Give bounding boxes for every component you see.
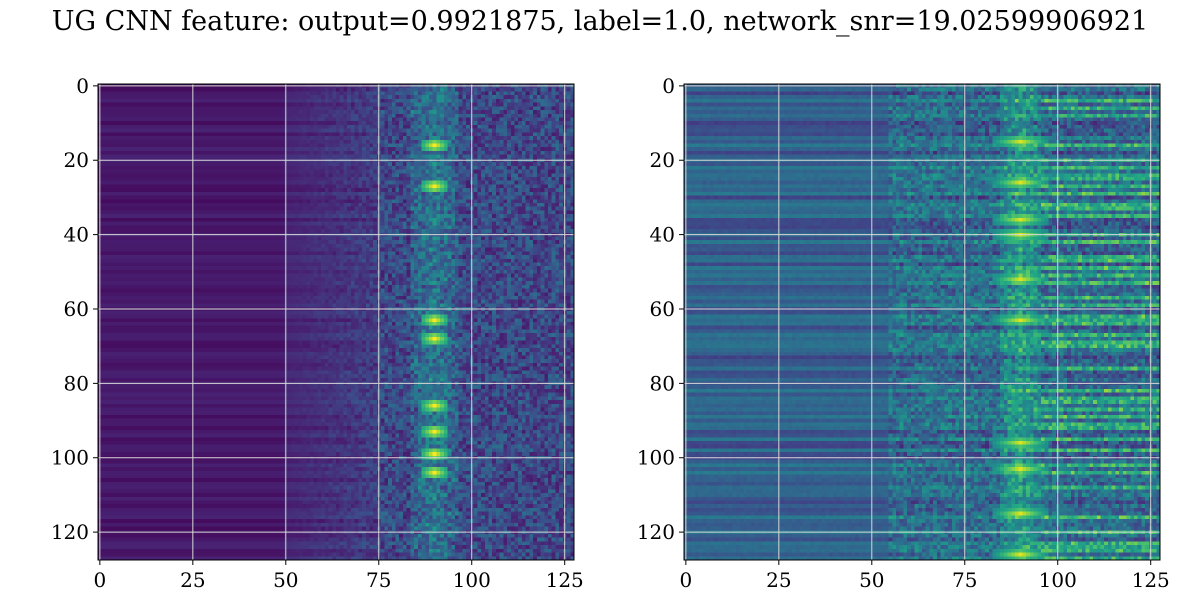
y-tick-label: 20: [650, 148, 675, 172]
x-tick-label: 25: [766, 568, 791, 592]
y-tick-label: 120: [51, 520, 89, 544]
x-tick-label: 100: [453, 568, 491, 592]
y-tick-label: 40: [64, 223, 89, 247]
y-tick-label: 120: [637, 520, 675, 544]
x-tick-label: 50: [859, 568, 884, 592]
x-tick-label: 0: [93, 568, 106, 592]
y-tick-label: 40: [650, 223, 675, 247]
heatmap-right-axes: 0 25 50 75 100 125 0 20 40 60 80 100 120: [637, 74, 1170, 592]
x-tick-label: 25: [180, 568, 205, 592]
axes-frame: [683, 83, 1161, 561]
x-tick-label: 125: [1132, 568, 1170, 592]
y-tick-label: 100: [51, 446, 89, 470]
y-tick-label: 0: [76, 74, 89, 98]
y-tick-label: 20: [64, 148, 89, 172]
heatmap-left-axes: 0 25 50 75 100 125 0 20 40 60 80 100 120: [51, 74, 584, 592]
chart-title: UG CNN feature: output=0.9921875, label=…: [51, 6, 1149, 37]
x-tick-label: 75: [366, 568, 391, 592]
heatmap-right: 0 25 50 75 100 125 0 20 40 60 80 100 120: [637, 74, 1170, 592]
y-tick-label: 60: [64, 297, 89, 321]
y-tick-label: 60: [650, 297, 675, 321]
y-tick-label: 80: [64, 371, 89, 395]
x-tick-label: 50: [273, 568, 298, 592]
x-tick-label: 75: [952, 568, 977, 592]
heatmap-left-image: [98, 84, 574, 560]
axes-frame: [97, 83, 575, 561]
y-tick-label: 100: [637, 446, 675, 470]
x-tick-label: 125: [546, 568, 584, 592]
y-tick-label: 80: [650, 371, 675, 395]
heatmap-left: 0 25 50 75 100 125 0 20 40 60 80 100 120: [51, 74, 584, 592]
x-tick-label: 100: [1039, 568, 1077, 592]
heatmap-right-image: [684, 84, 1160, 560]
x-tick-label: 0: [679, 568, 692, 592]
y-tick-label: 0: [662, 74, 675, 98]
